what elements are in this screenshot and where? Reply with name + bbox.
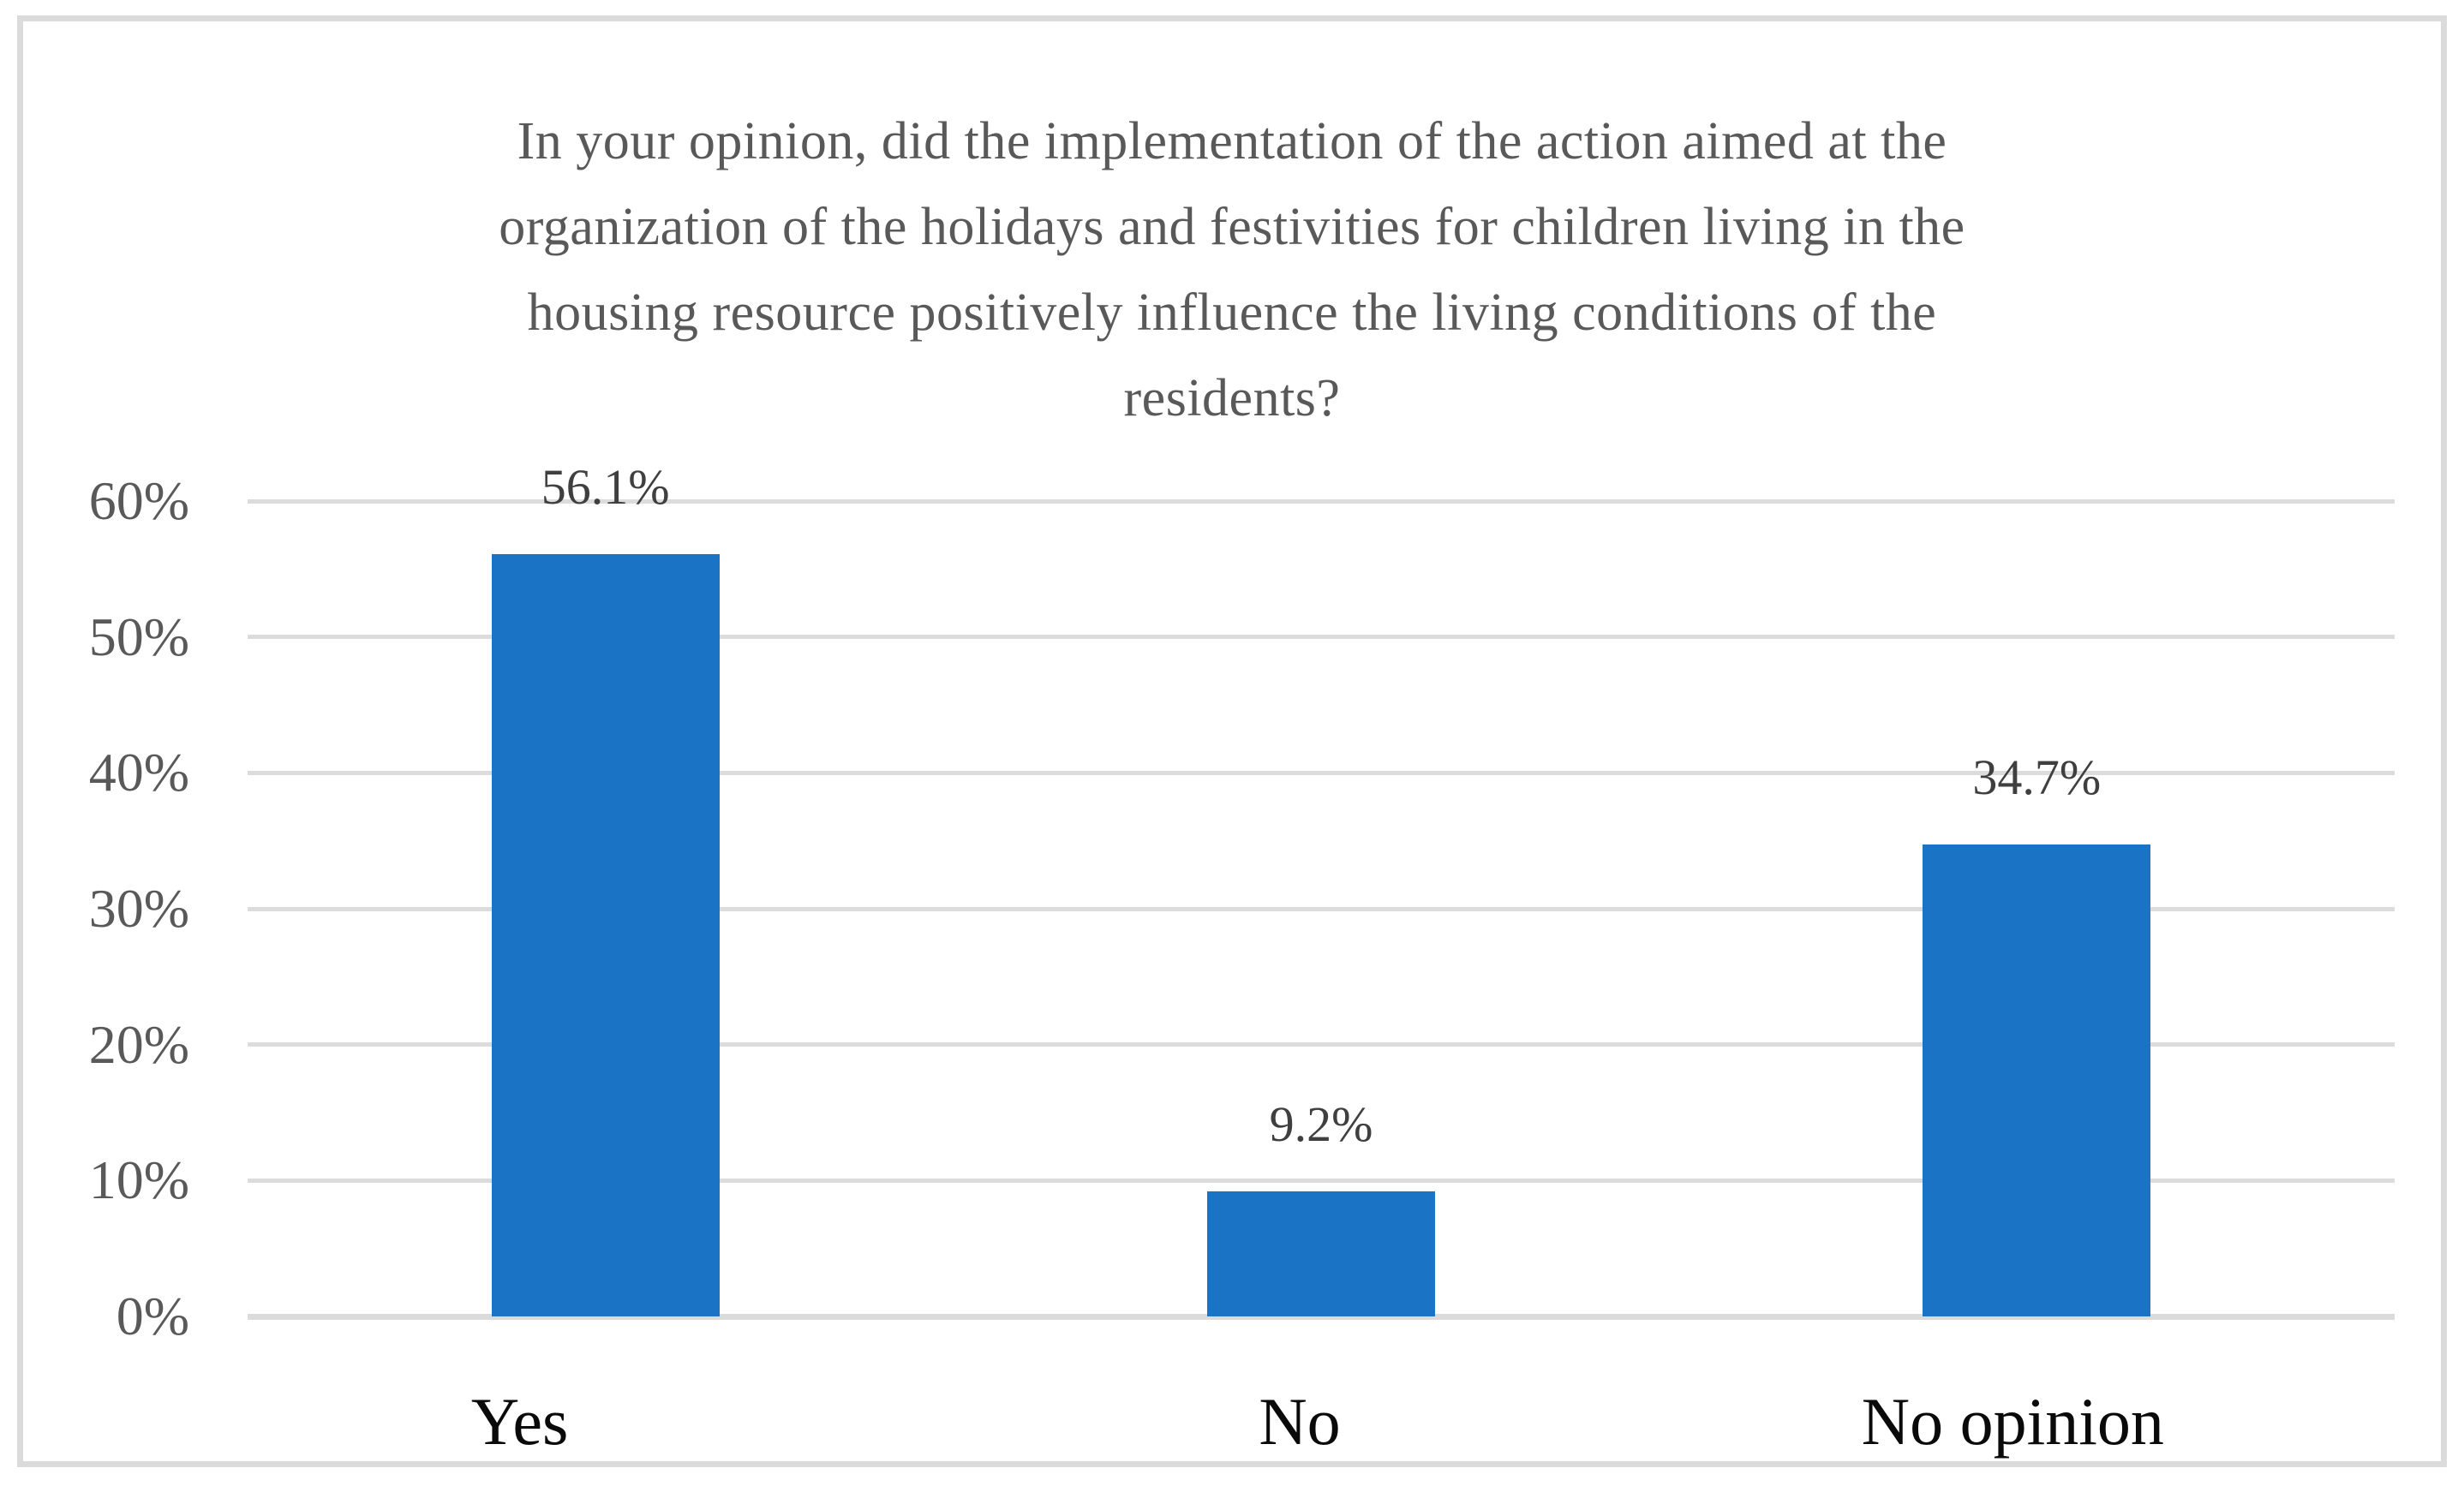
chart-title: In your opinion, did the implementation … (23, 98, 2441, 441)
y-tick-label-60: 60% (88, 470, 189, 531)
chart-title-line-1: In your opinion, did the implementation … (517, 112, 1947, 170)
bar-no (1207, 1191, 1435, 1316)
bar-no-opinion (1923, 844, 2151, 1316)
chart-title-line-2: organization of the holidays and festivi… (499, 198, 1965, 256)
gridline-10 (248, 1178, 2395, 1183)
gridline-60 (248, 498, 2395, 504)
bar-value-label-no-opinion: 34.7% (1972, 749, 2102, 806)
y-tick-label-40: 40% (88, 742, 189, 803)
plot-area: 0% 10% 20% 30% 40% 50% 60% 56.1% Yes 9.2% No 34.7% N… (89, 459, 2395, 1459)
y-tick-label-30: 30% (88, 878, 189, 939)
gridline-20 (248, 1042, 2395, 1047)
gridline-30 (248, 906, 2395, 911)
y-tick-label-0: 0% (116, 1286, 189, 1346)
bar-value-label-yes: 56.1% (541, 458, 670, 515)
gridline-40 (248, 770, 2395, 775)
chart-title-line-4: residents? (1123, 369, 1341, 427)
x-category-label-no: No (1259, 1384, 1341, 1459)
bar-yes (491, 553, 720, 1316)
bar-value-label-no: 9.2% (1269, 1096, 1373, 1153)
x-axis-baseline (248, 1313, 2395, 1320)
chart-title-line-3: housing resource positively influence th… (527, 283, 1937, 342)
y-tick-label-20: 20% (88, 1013, 189, 1075)
chart-frame: In your opinion, did the implementation … (17, 15, 2447, 1467)
gridline-50 (248, 635, 2395, 640)
y-tick-label-50: 50% (88, 606, 189, 667)
x-category-label-yes: Yes (470, 1384, 569, 1459)
x-category-label-no-opinion: No opinion (1861, 1384, 2164, 1459)
y-tick-label-10: 10% (88, 1149, 189, 1211)
